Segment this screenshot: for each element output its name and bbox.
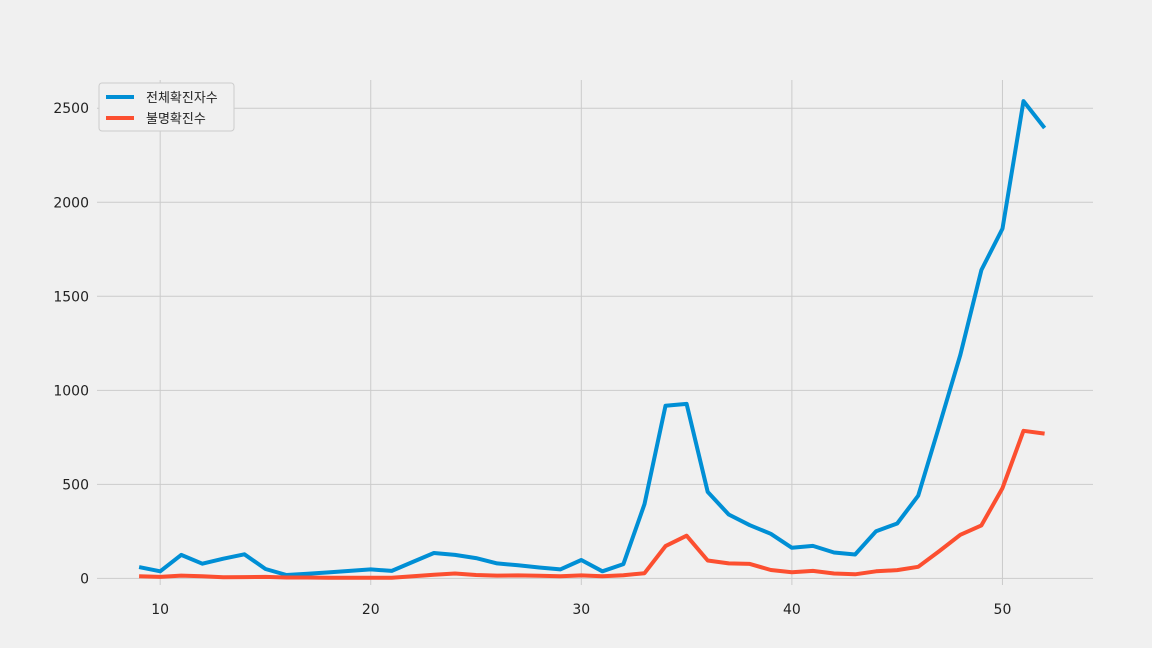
series-lines (138, 99, 1047, 580)
y-tick-label: 1500 (53, 289, 89, 305)
y-tick-label: 2500 (53, 101, 89, 117)
grid-lines (97, 80, 1093, 585)
y-tick-label: 500 (62, 477, 89, 493)
x-tick-label: 20 (362, 602, 380, 618)
y-axis-ticks: 0 500 1000 1500 2000 2500 (53, 101, 89, 587)
legend-label-unknown: 불명확진수 (146, 112, 206, 127)
x-tick-label: 50 (994, 602, 1012, 618)
x-tick-label: 10 (151, 602, 169, 618)
y-tick-label: 1000 (53, 383, 89, 399)
x-axis-ticks: 10 20 30 40 50 (151, 602, 1011, 618)
y-tick-label: 0 (80, 571, 89, 587)
x-tick-label: 30 (572, 602, 590, 618)
x-tick-label: 40 (783, 602, 801, 618)
y-tick-label: 2000 (53, 195, 89, 211)
legend-label-total: 전체확진자수 (146, 91, 218, 106)
series-line-total (138, 99, 1047, 577)
legend: 전체확진자수 불명확진수 (98, 82, 235, 132)
series-line-unknown (139, 428, 1045, 580)
